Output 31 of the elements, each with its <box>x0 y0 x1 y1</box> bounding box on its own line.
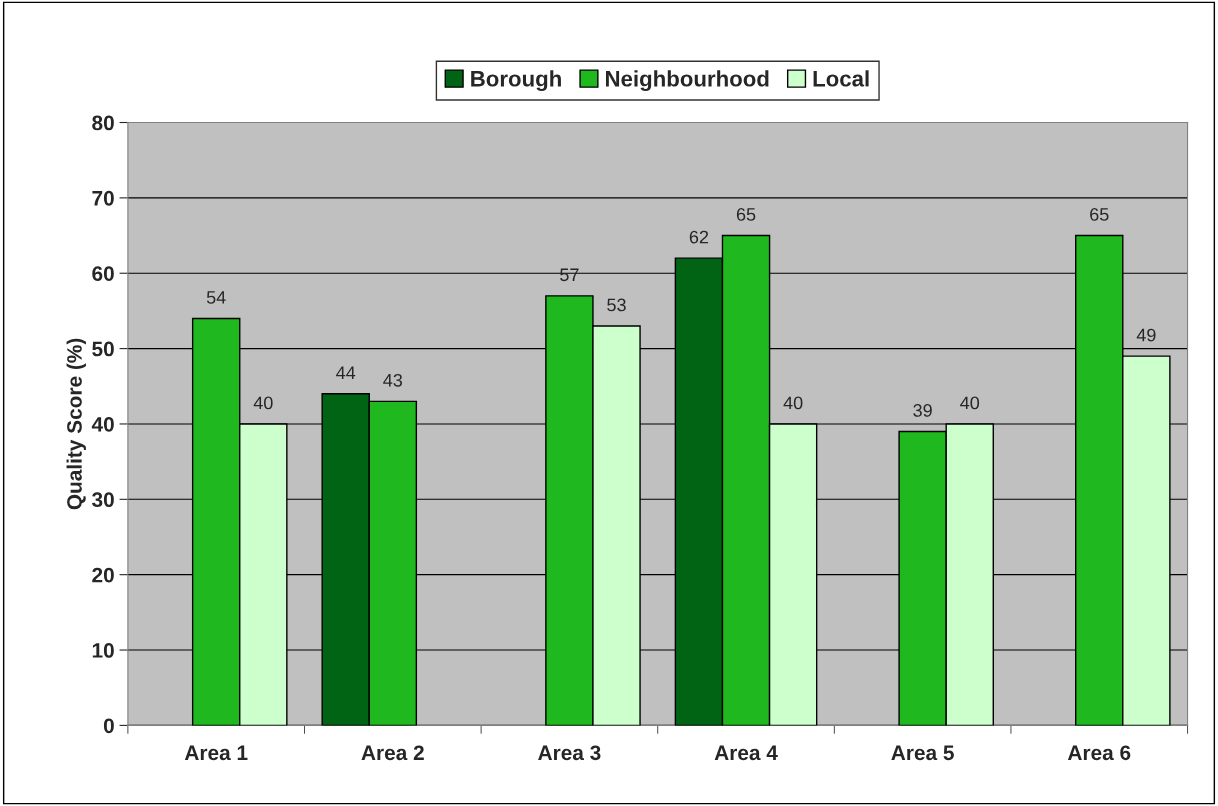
legend-label: Borough <box>471 70 561 92</box>
legend-label: Local <box>813 70 869 87</box>
data-label: 40 <box>783 396 803 410</box>
legend-label: Neighbourhood <box>606 70 769 92</box>
y-axis-title: Quality Score (%) <box>66 338 86 510</box>
y-tick-label: 70 <box>92 190 114 206</box>
data-label: 53 <box>607 298 626 312</box>
data-label: 43 <box>383 373 403 387</box>
data-label: 39 <box>913 404 932 417</box>
data-label: 44 <box>336 366 356 379</box>
data-label: 40 <box>960 396 980 410</box>
data-label: 65 <box>1090 208 1109 221</box>
x-tick-label: Area 3 <box>538 745 601 761</box>
data-label: 40 <box>253 396 273 410</box>
y-tick-label: 80 <box>92 115 114 131</box>
x-tick-label: Area 1 <box>184 745 248 761</box>
data-label: 54 <box>206 291 226 304</box>
x-tick-label: Area 4 <box>714 745 778 761</box>
data-label: 65 <box>736 208 756 221</box>
data-label: 62 <box>689 230 709 244</box>
y-tick-label: 20 <box>92 567 114 583</box>
x-tick-label: Area 6 <box>1067 745 1131 761</box>
y-tick-label: 10 <box>92 643 114 658</box>
data-label: 49 <box>1136 328 1156 342</box>
y-tick-label: 60 <box>92 266 114 281</box>
y-tick-label: 40 <box>91 416 114 432</box>
y-tick-label: 50 <box>92 341 114 357</box>
y-tick-label: 30 <box>92 492 114 508</box>
x-tick-label: Area 2 <box>361 745 424 761</box>
x-tick-label: Area 5 <box>891 745 954 761</box>
y-tick-label: 0 <box>103 718 114 734</box>
